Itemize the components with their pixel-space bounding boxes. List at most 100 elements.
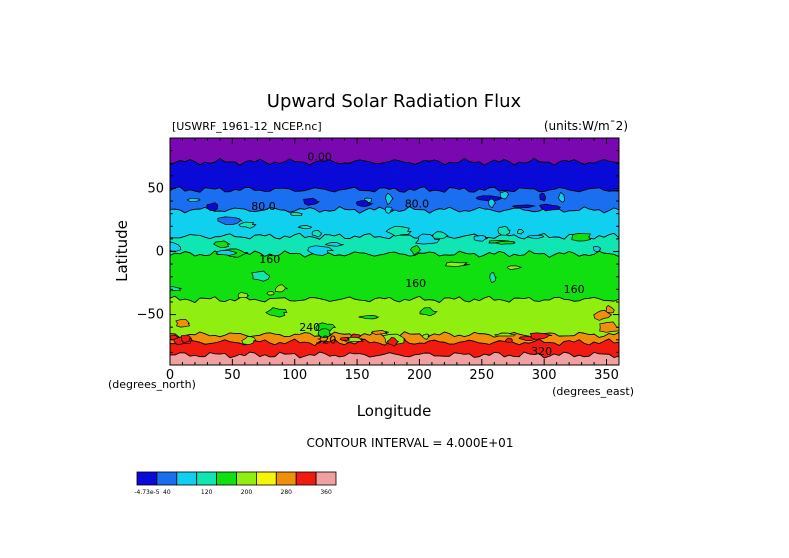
- x-tick-label: 350: [594, 368, 619, 383]
- contour-patch: [265, 307, 288, 318]
- contour-patch: [311, 229, 323, 238]
- contour-patch: [526, 234, 545, 239]
- contour-band: [170, 351, 619, 365]
- x-axis: 0 50 100 150 200 250 300 350: [166, 138, 620, 383]
- contour-patch: [370, 330, 389, 335]
- contour-patch: [238, 221, 257, 229]
- x-tick-label: 100: [282, 368, 307, 383]
- colorbar-swatch: [196, 471, 217, 486]
- colorbar-label: 120: [201, 489, 213, 496]
- contour-label: 80.0: [251, 200, 276, 213]
- colorbar-label: 40: [163, 489, 171, 496]
- y-tick-label: −50: [137, 308, 164, 323]
- contour-patch: [266, 291, 275, 296]
- contour-patch: [489, 272, 497, 284]
- contour-label: 160: [564, 283, 585, 296]
- contour-patch: [237, 291, 250, 299]
- contour-patch: [317, 328, 332, 338]
- contour-patch: [170, 334, 180, 340]
- colorbar-label: 200: [241, 489, 253, 496]
- contour-patch: [213, 240, 231, 248]
- contour-label: 160: [405, 277, 426, 290]
- colorbar-swatch: [255, 471, 277, 486]
- contour-patch: [175, 318, 191, 328]
- contour-patch: [274, 284, 289, 293]
- colorbar-swatch: [236, 471, 257, 486]
- contour-patch: [539, 203, 561, 212]
- contour-patch: [409, 245, 422, 256]
- contour-patch: [506, 265, 523, 270]
- contour-patch: [493, 332, 517, 337]
- contour-patch: [571, 233, 592, 242]
- colorbar-label: 360: [320, 489, 332, 496]
- contour-patch: [605, 304, 615, 314]
- contour-patch: [499, 190, 510, 200]
- contour-band: [170, 158, 619, 193]
- contour-patch: [599, 321, 619, 333]
- contour-patch: [339, 337, 351, 341]
- contour-band: [170, 250, 619, 304]
- x-unit-label: (degrees_east): [552, 385, 634, 398]
- units-label: (units:W/m¯2): [544, 119, 628, 133]
- y-axis-label: Latitude: [113, 220, 131, 282]
- y-axis: 50 0 −50: [137, 137, 619, 366]
- contour-patch: [216, 250, 238, 256]
- chart-title: Upward Solar Radiation Flux: [267, 91, 522, 112]
- contour-patch: [592, 246, 602, 252]
- contour-patch: [593, 309, 613, 321]
- contour-patch: [385, 192, 394, 206]
- contour-label: 160: [259, 253, 280, 266]
- contour-label: 80.0: [405, 197, 430, 210]
- source-file-label: [USWRF_1961-12_NCEP.nc]: [172, 120, 322, 133]
- contour-patch: [217, 216, 243, 225]
- contour-patch: [558, 191, 565, 203]
- contour-patch: [297, 225, 313, 230]
- x-tick-label: 200: [407, 368, 432, 383]
- contour-patch: [186, 197, 201, 203]
- colorbar-swatch: [156, 471, 178, 486]
- contour-patch: [386, 337, 400, 347]
- colorbar-swatch: [176, 471, 198, 486]
- contour-interval-label: CONTOUR INTERVAL = 4.000E+01: [307, 436, 514, 450]
- contour-patch: [358, 315, 380, 320]
- contour-patch: [290, 211, 303, 217]
- y-tick-label: 0: [156, 245, 164, 260]
- contour-patch: [494, 240, 516, 245]
- contour-patch: [511, 204, 536, 209]
- contour-patch: [170, 286, 182, 292]
- contour-detail-layer: [170, 190, 619, 347]
- contour-label: 0.00: [307, 151, 332, 164]
- contour-patch: [444, 261, 470, 267]
- contour-patch: [529, 332, 553, 340]
- colorbar-swatch: [315, 471, 337, 486]
- contour-patch: [307, 245, 334, 256]
- x-tick-label: 50: [224, 368, 241, 383]
- contour-patch: [170, 241, 182, 252]
- x-tick-label: 250: [469, 368, 494, 383]
- colorbar-swatch: [275, 471, 297, 486]
- colorbar-label: -4.73e-5: [134, 489, 159, 496]
- contour-patch: [419, 307, 438, 317]
- contour-patch: [251, 270, 271, 282]
- contour-patch: [324, 242, 344, 247]
- contour-patch: [356, 199, 374, 207]
- colorbar-swatch: [295, 471, 317, 486]
- contour-patch: [303, 197, 320, 206]
- x-tick-label: 300: [532, 368, 557, 383]
- y-unit-label: (degrees_north): [108, 378, 196, 391]
- contour-patch: [421, 333, 431, 340]
- contour-patch: [385, 225, 412, 237]
- colorbar: -4.73e-5 40 120 200 280 360: [134, 471, 337, 496]
- contour-label: 240: [299, 321, 320, 334]
- contour-label: 320: [531, 345, 552, 358]
- x-axis-label: Longitude: [357, 402, 432, 420]
- contour-patch: [241, 336, 257, 345]
- contour-patch: [415, 233, 441, 245]
- contour-patch: [181, 334, 193, 344]
- colorbar-swatch: [136, 471, 158, 486]
- contour-patch: [504, 337, 514, 343]
- contour-patch: [497, 226, 511, 236]
- contour-patch: [539, 192, 547, 202]
